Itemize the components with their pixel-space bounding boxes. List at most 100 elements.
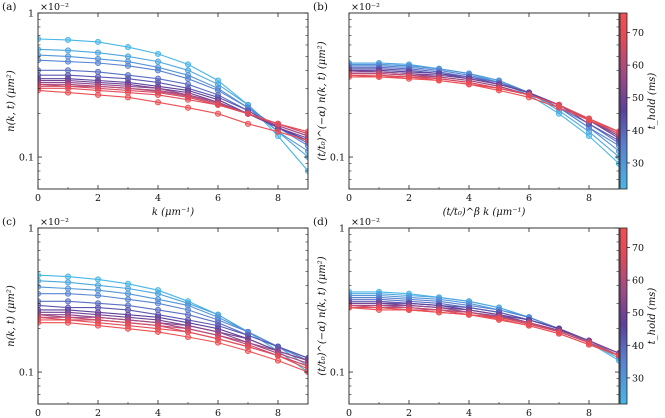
data-point (585, 341, 593, 348)
data-point (154, 300, 162, 307)
y-axis-label: (t/t₀)^(−α) n(k, t) (μm²) (317, 256, 328, 375)
axes-frame (348, 12, 620, 190)
data-point (615, 128, 619, 135)
data-point (94, 91, 102, 98)
data-point (244, 120, 252, 127)
series-line (349, 65, 619, 147)
data-point (64, 53, 72, 60)
colorbar: 30 40 50 60 70 t_hold (ms) (619, 12, 658, 190)
colorbar-gradient (619, 12, 628, 190)
data-point (64, 285, 72, 292)
data-point (184, 96, 192, 103)
panel-label: (b) (313, 1, 328, 13)
data-point (214, 339, 222, 346)
x-tick-label: 2 (95, 408, 101, 418)
axes-frame (348, 227, 620, 405)
data-point (585, 117, 593, 124)
data-point (405, 75, 413, 82)
series-line (349, 74, 619, 133)
x-tick-label: 4 (155, 408, 161, 418)
series-group (349, 59, 619, 167)
x-tick-label: 6 (215, 408, 221, 418)
x-tick-label: 8 (586, 193, 592, 204)
y-tick-label: 1 (28, 224, 34, 235)
data-point (274, 120, 282, 127)
data-point (184, 104, 192, 111)
data-point (64, 67, 72, 74)
series-line (349, 307, 619, 357)
data-point (615, 352, 619, 359)
series-line (349, 302, 619, 354)
data-point (94, 49, 102, 56)
data-point (94, 282, 102, 289)
x-tick-label: 8 (586, 408, 592, 418)
series-line (38, 311, 308, 362)
x-tick-label: 0 (346, 193, 352, 204)
x-tick-label: 6 (526, 193, 532, 204)
colorbar-tick-label: 40 (632, 341, 644, 352)
data-point (64, 279, 72, 286)
data-point (154, 91, 162, 98)
data-point (495, 87, 503, 94)
data-point (465, 81, 473, 88)
x-tick-label: 6 (526, 408, 532, 418)
panel-label: (a) (2, 1, 16, 13)
x-tick-label: 8 (275, 408, 281, 418)
data-point (349, 304, 353, 311)
data-point (184, 67, 192, 74)
data-point (375, 73, 383, 80)
data-point (124, 285, 132, 292)
data-point (94, 68, 102, 75)
axis-multiplier: ×10⁻² (351, 2, 380, 13)
panel-label: (d) (313, 216, 328, 228)
data-point (64, 290, 72, 297)
data-point (154, 290, 162, 297)
series-line (38, 59, 308, 147)
data-point (64, 36, 72, 43)
data-point (184, 61, 192, 68)
colorbar-tick-label: 30 (632, 158, 644, 169)
series-group (349, 288, 619, 364)
axis-multiplier: ×10⁻² (40, 2, 69, 13)
x-tick-label: 2 (406, 193, 412, 204)
data-point (375, 306, 383, 313)
x-tick-label: 0 (35, 193, 41, 204)
colorbar-label: t_hold (ms) (647, 288, 658, 345)
series-line (38, 79, 308, 139)
data-point (124, 44, 132, 51)
series-line (38, 48, 308, 158)
data-point (214, 110, 222, 117)
data-point (405, 306, 413, 313)
series-line (349, 300, 619, 354)
axes-frame (37, 12, 309, 190)
data-point (94, 287, 102, 294)
data-point (154, 58, 162, 65)
data-point (525, 322, 533, 329)
series-line (38, 78, 308, 142)
data-point (274, 128, 282, 135)
series-line (38, 87, 308, 133)
x-tick-label: 0 (346, 408, 352, 418)
x-tick-label: 4 (466, 193, 472, 204)
data-point (94, 38, 102, 45)
data-point (154, 99, 162, 106)
colorbar-tick-label: 30 (632, 373, 644, 384)
y-tick-label: 0.1 (19, 368, 34, 379)
data-point (435, 309, 443, 316)
data-point (124, 53, 132, 60)
axes-frame (37, 227, 309, 405)
colorbar-label: t_hold (ms) (647, 73, 658, 130)
data-point (94, 292, 102, 299)
series-line (349, 66, 619, 144)
series-line (349, 304, 619, 357)
data-point (64, 298, 72, 305)
data-point (465, 311, 473, 318)
series-line (38, 322, 308, 373)
data-point (64, 47, 72, 54)
data-point (349, 73, 353, 80)
colorbar-tick-label: 50 (632, 93, 644, 104)
data-point (274, 352, 282, 359)
data-point (184, 75, 192, 82)
